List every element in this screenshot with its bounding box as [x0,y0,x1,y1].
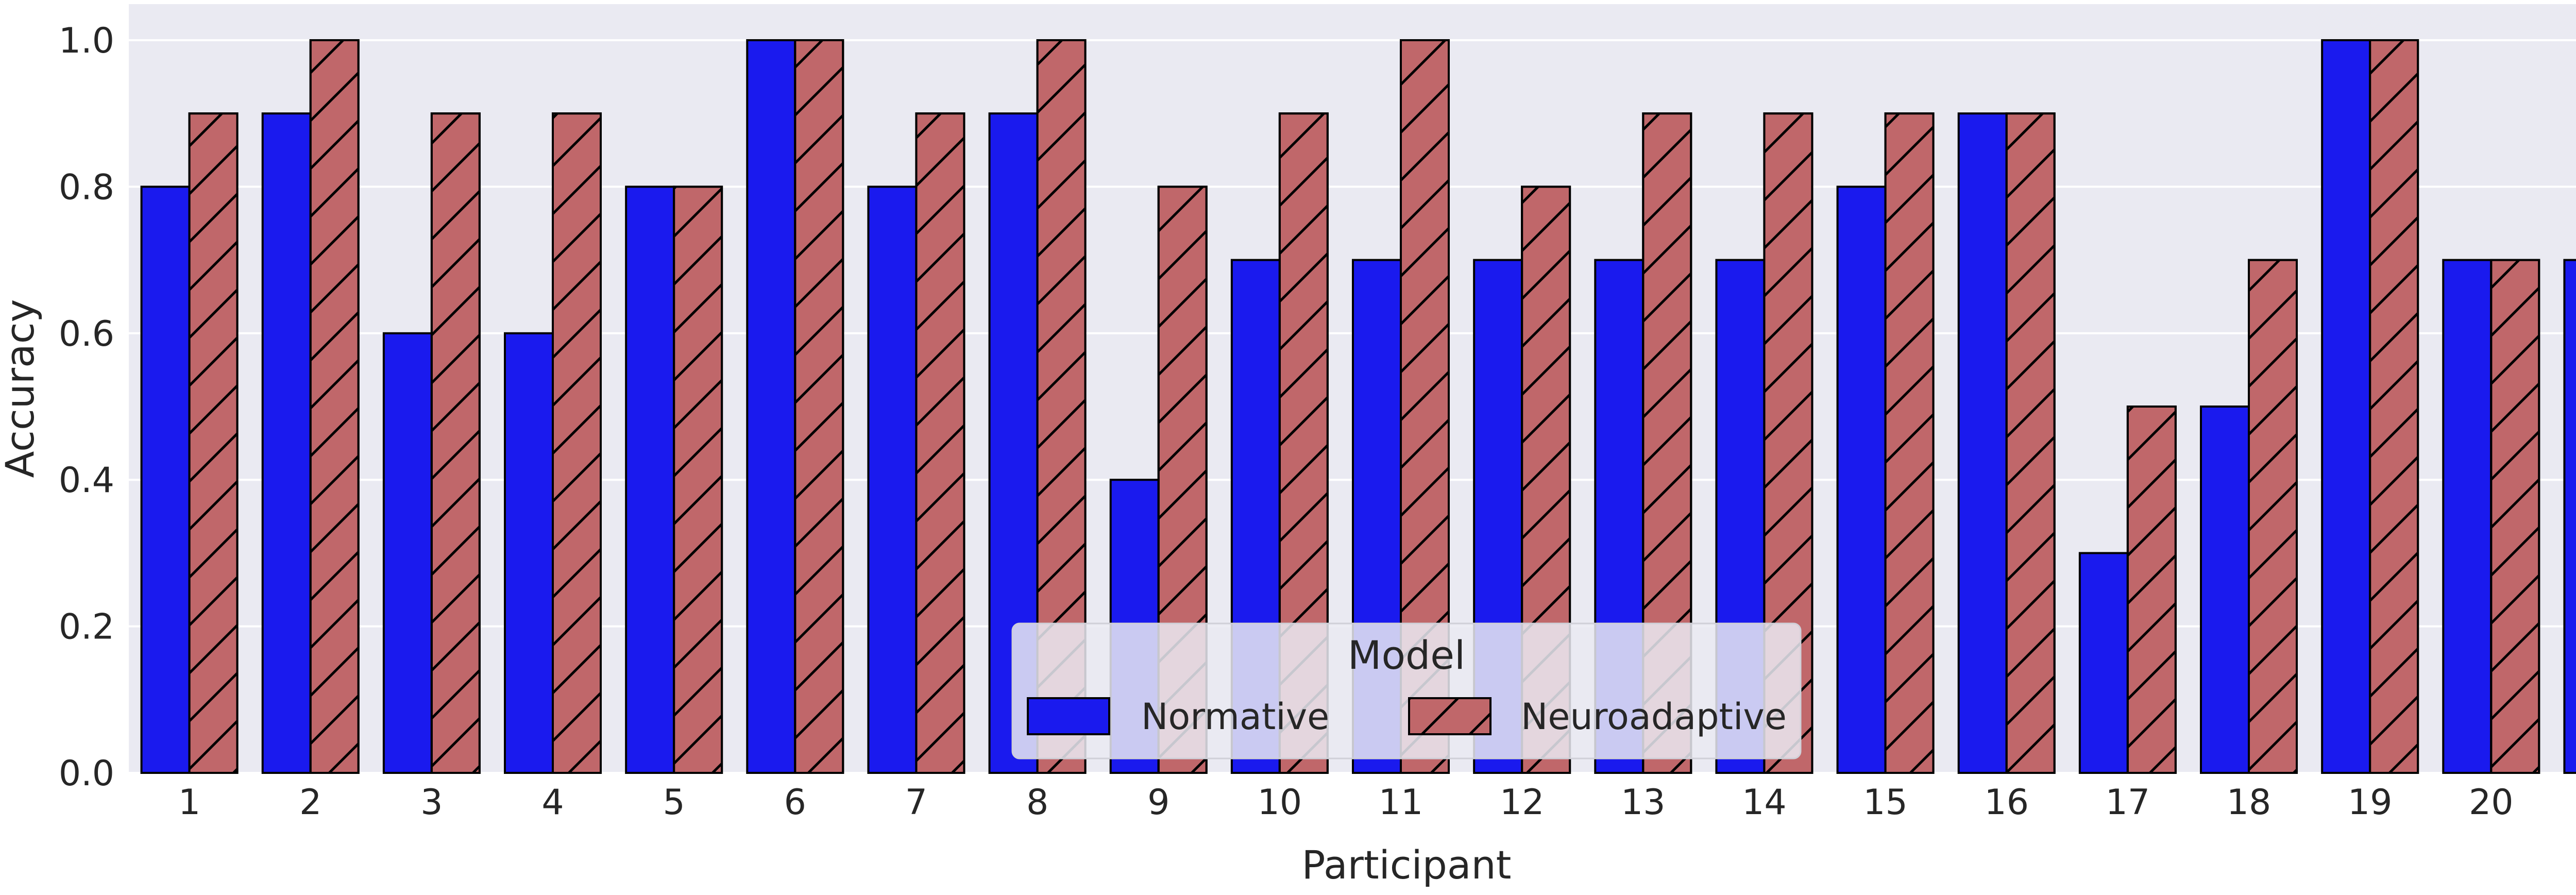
x-tick-label: 15 [1863,782,1908,823]
x-tick-label: 20 [2469,782,2514,823]
bar-normative-3 [382,332,433,774]
bar-normative-19 [2321,39,2371,774]
bar-normative-1 [140,185,191,774]
bar-normative-16 [1957,112,2008,774]
x-tick-label: 3 [420,782,443,823]
y-axis-ticks: 0.0 0.2 0.4 0.6 0.8 1.0 [59,21,114,794]
x-tick-label: 11 [1379,782,1423,823]
bar-hatch-neuroadaptive-3 [430,112,481,774]
x-tick-label: 2 [299,782,321,823]
bar-hatch-neuroadaptive-5 [673,185,723,774]
y-tick-label: 0.2 [59,607,114,648]
bar-hatch-neuroadaptive-20 [2490,259,2540,774]
legend: Model Normative Neuroadaptive [1011,622,1802,759]
bar-normative-21 [2563,259,2576,774]
bar-hatch-neuroadaptive-7 [915,112,965,774]
bar-normative-15 [1836,185,1887,774]
x-axis-ticks: 123456789101112131415161718192021 [178,782,2514,823]
x-tick-label: 17 [2106,782,2150,823]
bar-hatch-neuroadaptive-6 [794,39,844,774]
x-tick-label: 12 [1500,782,1545,823]
bar-normative-2 [261,112,312,774]
x-axis-label: Participant [1302,842,1512,888]
bar-normative-18 [2200,406,2250,774]
y-tick-label: 0.4 [59,460,114,501]
legend-box [1011,622,1802,759]
x-tick-label: 6 [784,782,806,823]
x-tick-label: 13 [1621,782,1666,823]
x-tick-label: 5 [663,782,685,823]
bar-normative-6 [746,39,796,774]
bar-hatch-neuroadaptive-15 [1884,112,1935,774]
y-tick-label: 0.0 [59,753,114,794]
bar-hatch-neuroadaptive-18 [2248,259,2298,774]
bar-hatch-neuroadaptive-16 [2005,112,2056,774]
bar-normative-5 [625,185,675,774]
y-axis-label: Accuracy [0,299,43,478]
legend-title: Model [1348,632,1465,678]
bar-hatch-neuroadaptive-2 [309,39,360,774]
x-tick-label: 19 [2348,782,2393,823]
x-tick-label: 8 [1026,782,1048,823]
legend-swatch-normative [1027,697,1110,735]
bar-hatch-neuroadaptive-1 [188,112,239,774]
x-tick-label: 16 [1984,782,2029,823]
x-tick-label: 18 [2227,782,2272,823]
x-tick-label: 10 [1258,782,1302,823]
legend-swatch-neuroadaptive-hatch [1408,697,1492,735]
x-tick-label: 7 [905,782,927,823]
legend-label-neuroadaptive: Neuroadaptive [1521,696,1787,738]
bar-hatch-neuroadaptive-4 [552,112,602,774]
y-tick-label: 0.6 [59,314,114,354]
bar-normative-17 [2078,552,2129,774]
y-tick-label: 0.8 [59,167,114,208]
x-tick-label: 1 [178,782,200,823]
bar-normative-4 [504,332,554,774]
legend-label-normative: Normative [1141,696,1329,738]
bar-hatch-neuroadaptive-17 [2126,406,2177,774]
bar-normative-20 [2442,259,2493,774]
x-tick-label: 9 [1147,782,1170,823]
bar-hatch-neuroadaptive-19 [2369,39,2419,774]
bar-normative-7 [867,185,918,774]
x-tick-label: 4 [541,782,564,823]
y-tick-label: 1.0 [59,21,114,61]
x-tick-label: 14 [1742,782,1787,823]
